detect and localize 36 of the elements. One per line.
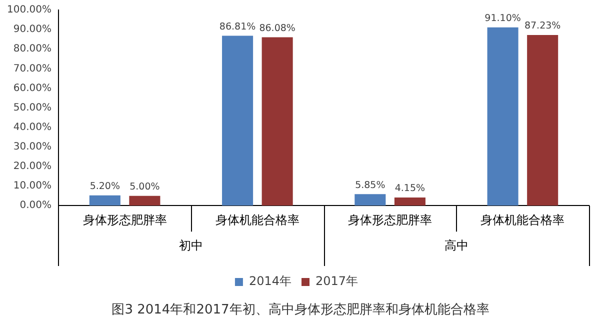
data-label: 91.10% (484, 13, 521, 24)
caption: 图3 2014年和2017年初、高中身体形态肥胖率和身体机能合格率 (112, 301, 490, 318)
bar (487, 27, 518, 206)
y-tick-label: 60.00% (13, 82, 52, 94)
x-tick-label: 身体机能合格率 (480, 212, 565, 227)
bar (527, 34, 558, 206)
bar (222, 36, 254, 206)
y-tick-label: 20.00% (13, 161, 52, 172)
data-label: 5.00% (130, 182, 160, 193)
data-label: 87.23% (524, 20, 561, 32)
y-tick-label: 10.00% (13, 180, 52, 192)
text: 初中 (179, 238, 204, 253)
legend-label: 2017年 (316, 274, 358, 288)
y-tick-label: 80.00% (13, 44, 52, 55)
y-tick-label: 70.00% (13, 63, 52, 74)
y-tick-label: 0.00% (20, 200, 52, 212)
y-tick-label: 100.00% (6, 4, 52, 16)
x-tick-label: 身体形态肥胖率 (348, 212, 432, 227)
data-label: 86.81% (219, 22, 256, 33)
bar (89, 195, 120, 206)
text: 高中 (444, 238, 468, 253)
bar (394, 197, 426, 206)
y-tick-label: 50.00% (13, 102, 52, 114)
data-label: 5.85% (355, 180, 386, 191)
data-label: 4.15% (394, 183, 426, 194)
data-label: 5.20% (90, 181, 120, 192)
x-tick-label: 身体形态肥胖率 (82, 212, 167, 227)
legend-label: 2014年 (248, 274, 292, 288)
y-tick-label: 30.00% (13, 142, 52, 153)
x-tick-label: 身体机能合格率 (215, 212, 300, 227)
data-label: 86.08% (259, 22, 296, 34)
y-tick-label: 90.00% (13, 24, 52, 36)
bar (129, 196, 160, 206)
y-tick-label: 40.00% (13, 122, 52, 133)
bar (354, 194, 386, 206)
bar (262, 37, 293, 206)
